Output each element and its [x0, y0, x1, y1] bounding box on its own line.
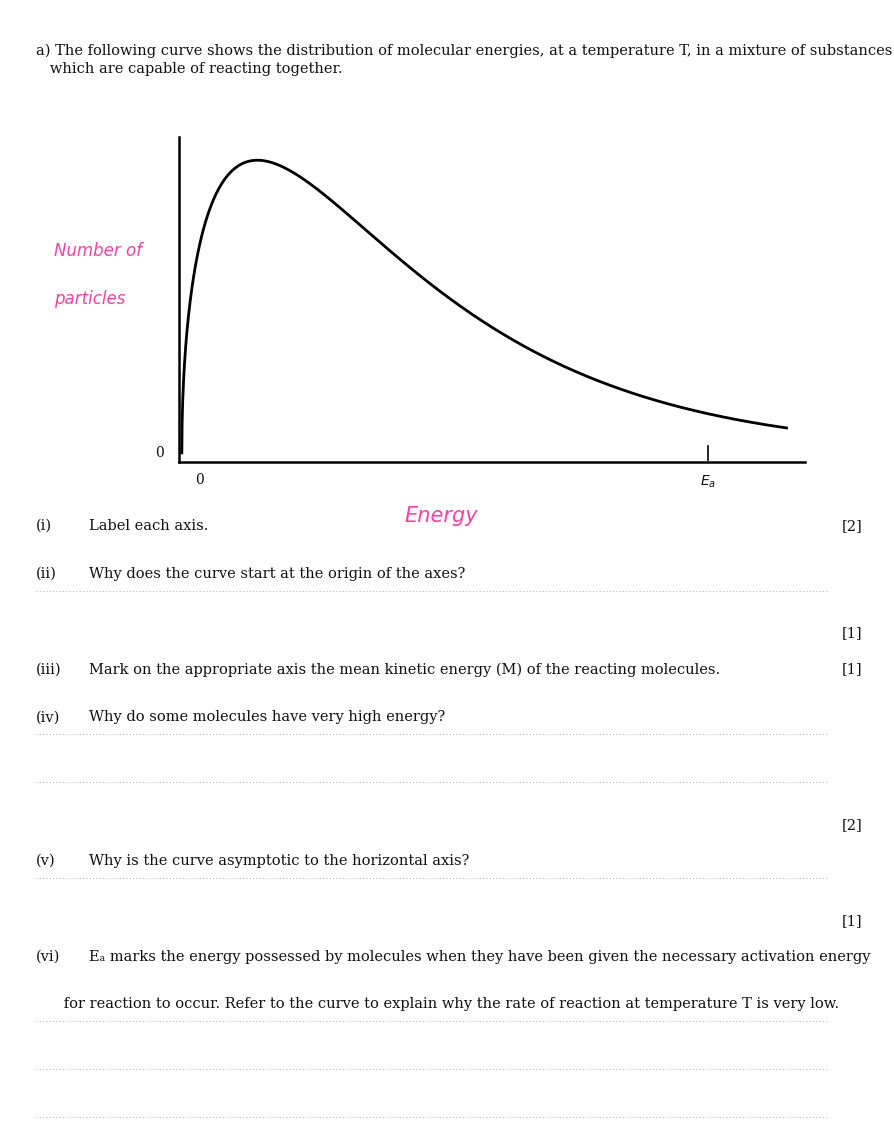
- Text: (v): (v): [36, 854, 55, 868]
- Text: Number of: Number of: [54, 242, 141, 260]
- Text: $E_a$: $E_a$: [700, 473, 716, 490]
- Text: (iv): (iv): [36, 710, 60, 724]
- Text: Why is the curve asymptotic to the horizontal axis?: Why is the curve asymptotic to the horiz…: [89, 854, 469, 868]
- Text: Label each axis.: Label each axis.: [89, 519, 209, 532]
- Text: 0: 0: [155, 446, 164, 459]
- Text: (vi): (vi): [36, 950, 60, 963]
- Text: [1]: [1]: [842, 627, 863, 641]
- Text: Mark on the appropriate axis the mean kinetic energy (M) of the reacting molecul: Mark on the appropriate axis the mean ki…: [89, 662, 721, 677]
- Text: [2]: [2]: [842, 519, 863, 532]
- Text: Why do some molecules have very high energy?: Why do some molecules have very high ene…: [89, 710, 445, 724]
- Text: particles: particles: [54, 291, 125, 308]
- Text: which are capable of reacting together.: which are capable of reacting together.: [36, 62, 342, 75]
- Text: [1]: [1]: [842, 914, 863, 928]
- Text: Energy: Energy: [405, 506, 478, 527]
- Text: a) The following curve shows the distribution of molecular energies, at a temper: a) The following curve shows the distrib…: [36, 43, 892, 58]
- Text: [1]: [1]: [842, 662, 863, 676]
- Text: (i): (i): [36, 519, 52, 532]
- Text: (ii): (ii): [36, 567, 56, 580]
- Text: 0: 0: [196, 473, 205, 488]
- Text: (iii): (iii): [36, 662, 62, 676]
- Text: [2]: [2]: [842, 819, 863, 832]
- Text: Eₐ marks the energy possessed by molecules when they have been given the necessa: Eₐ marks the energy possessed by molecul…: [89, 950, 871, 963]
- Text: for reaction to occur. Refer to the curve to explain why the rate of reaction at: for reaction to occur. Refer to the curv…: [36, 998, 839, 1011]
- Text: Why does the curve start at the origin of the axes?: Why does the curve start at the origin o…: [89, 567, 466, 580]
